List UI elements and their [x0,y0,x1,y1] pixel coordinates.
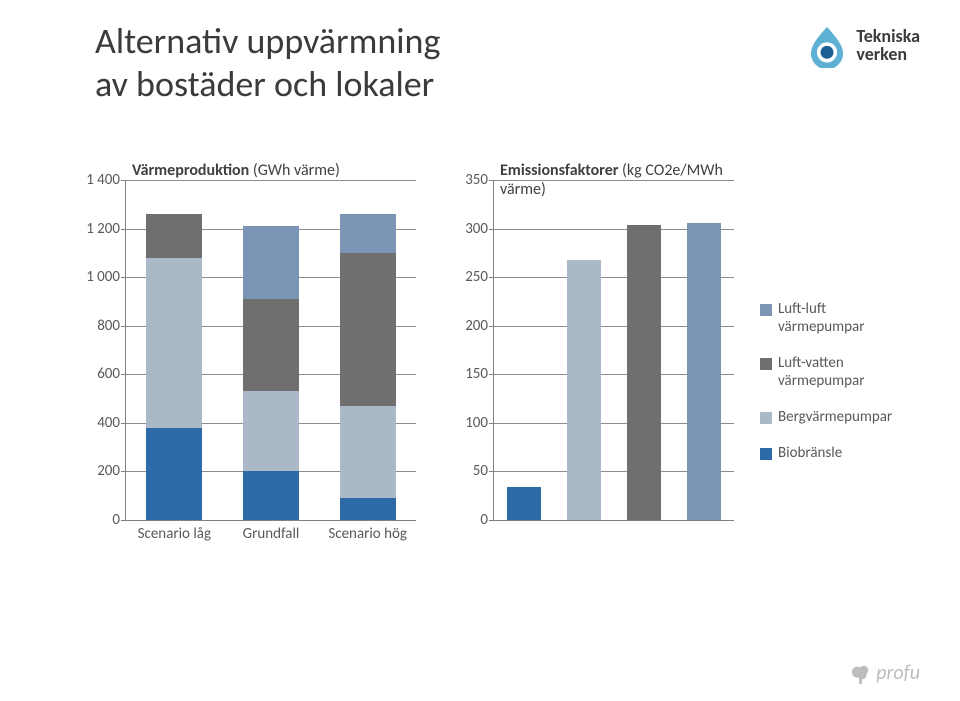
legend-label: Luft-luftvärmepumpar [778,300,864,336]
chart-left-title-main: Värmeproduktion [132,161,249,180]
y-axis-label: 250 [465,268,494,286]
y-axis-label: 350 [465,171,494,189]
y-axis-label: 400 [97,414,126,432]
bar-bio [507,487,542,520]
bar-segment-luft_vatten [340,253,396,406]
legend-swatch [760,358,772,370]
y-axis-label: 200 [97,462,126,480]
legend-swatch [760,412,772,424]
chart-emissionsfaktorer: Emissionsfaktorer (kg CO2e/MWh värme) 05… [438,165,738,545]
profu-mark: profu [850,661,920,685]
profu-text: profu [876,661,920,685]
y-axis-label: 300 [465,220,494,238]
x-axis-label: Grundfall [243,520,300,543]
legend-item-luft_luft: Luft-luftvärmepumpar [760,300,892,336]
brand-name-2: verken [856,45,920,63]
bar-segment-luft_luft [340,214,396,253]
bar-segment-luft_vatten [243,299,299,391]
legend-label: Luft-vattenvärmepumpar [778,354,864,390]
y-axis-label: 600 [97,365,126,383]
y-axis-label: 200 [465,317,494,335]
y-axis-label: 1 200 [86,220,126,238]
chart-varmeproduktion: Värmeproduktion (GWh värme) 020040060080… [70,165,420,545]
bar-segment-bio [340,498,396,520]
y-axis-label: 800 [97,317,126,335]
legend-label: Biobränsle [778,444,842,462]
x-axis-label: Scenario hög [328,520,407,543]
bar-group [146,180,202,520]
chart-left-plot: 02004006008001 0001 2001 400Scenario låg… [125,180,416,521]
bar-segment-berg [340,406,396,498]
legend-item-luft_vatten: Luft-vattenvärmepumpar [760,354,892,390]
chart-left-title-unit: (GWh värme) [249,161,340,180]
gridline [494,180,734,181]
x-axis-label: Scenario låg [138,520,211,543]
chart-legend: Luft-luftvärmepumpar Luft-vattenvärmepump… [760,300,892,480]
bar-group [340,180,396,520]
tree-icon [850,663,872,685]
y-axis-label: 0 [112,511,126,529]
brand-name: Tekniska verken [856,27,920,63]
bar-berg [567,260,602,520]
drop-icon [804,22,850,68]
bar-segment-berg [146,258,202,428]
chart-right-plot: 050100150200250300350 [493,180,734,521]
title-line-1: Alternativ uppvärmning [95,20,440,63]
legend-item-berg: Bergvärmepumpar [760,408,892,426]
y-axis-label: 100 [465,414,494,432]
title-line-2: av bostäder och lokaler [95,63,440,106]
page: Alternativ uppvärmning av bostäder och l… [0,0,960,701]
y-axis-label: 1 400 [86,171,126,189]
chart-left-title: Värmeproduktion (GWh värme) [132,161,340,180]
bar-segment-berg [243,391,299,471]
bar-segment-bio [243,471,299,520]
page-title: Alternativ uppvärmning av bostäder och l… [95,20,440,106]
bar-segment-luft_vatten [146,214,202,258]
y-axis-label: 0 [480,511,494,529]
y-axis-label: 50 [473,462,494,480]
legend-swatch [760,448,772,460]
brand-logo: Tekniska verken [804,22,920,68]
legend-item-bio: Biobränsle [760,444,892,462]
legend-swatch [760,304,772,316]
chart-right-title-main: Emissionsfaktorer [500,161,618,180]
bar-luft_vatten [627,225,662,520]
bar-group [243,180,299,520]
bar-segment-bio [146,428,202,520]
bar-luft_luft [687,223,722,520]
legend-label: Bergvärmepumpar [778,408,892,426]
bar-segment-luft_luft [243,226,299,299]
y-axis-label: 1 000 [86,268,126,286]
y-axis-label: 150 [465,365,494,383]
